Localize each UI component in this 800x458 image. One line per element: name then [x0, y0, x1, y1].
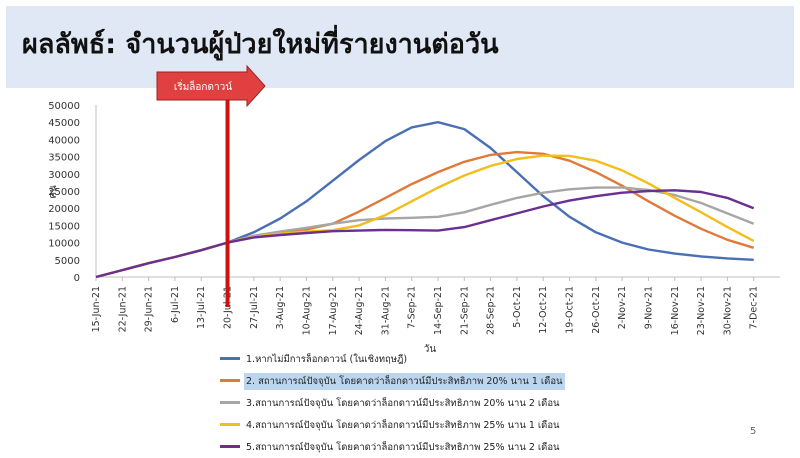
x-tick-label: 20-Jul-21 — [223, 286, 234, 329]
x-tick-label: 16-Nov-21 — [670, 286, 681, 335]
x-tick-label: 12-Oct-21 — [538, 286, 549, 334]
y-tick-label: 30000 — [48, 170, 80, 181]
x-tick-label: 15-Jun-21 — [91, 286, 102, 332]
lockdown-arrow — [156, 64, 266, 108]
y-axis-label: คน — [48, 185, 59, 199]
legend-swatch — [220, 379, 240, 382]
x-tick-label: 13-Jul-21 — [196, 286, 207, 329]
legend-label: 3.สถานการณ์ปัจจุบัน โดยคาดว่าล็อกดาวน์มี… — [246, 398, 560, 409]
series-line-1 — [95, 121, 754, 279]
legend-label: 4.สถานการณ์ปัจจุบัน โดยคาดว่าล็อกดาวน์มี… — [246, 420, 560, 431]
legend-swatch — [220, 401, 240, 404]
y-tick-label: 10000 — [48, 239, 80, 250]
legend-item-3: 3.สถานการณ์ปัจจุบัน โดยคาดว่าล็อกดาวน์มี… — [220, 392, 600, 414]
legend-item-1: 1.หากไม่มีการล็อกดาวน์ (ในเชิงทฤษฎี) — [220, 348, 600, 370]
legend-swatch — [220, 423, 240, 426]
y-tick-label: 35000 — [48, 153, 80, 164]
x-tick-label: 19-Oct-21 — [565, 286, 576, 334]
title-band — [6, 6, 794, 88]
x-tick-label: 31-Aug-21 — [380, 286, 391, 335]
x-tick-label: 3-Aug-21 — [275, 286, 286, 329]
x-tick-label: 30-Nov-21 — [722, 286, 733, 335]
series-line-2 — [95, 150, 755, 279]
x-tick-label: 27-Jul-21 — [249, 286, 260, 329]
y-tick-label: 20000 — [48, 204, 80, 215]
y-tick-label: 40000 — [48, 135, 80, 146]
x-tick-label: 21-Sep-21 — [459, 286, 470, 335]
x-axis-label: วัน — [424, 344, 437, 355]
y-tick-label: 50000 — [48, 101, 80, 112]
y-tick-label: 5000 — [55, 256, 80, 267]
x-tick-label: 2-Nov-21 — [617, 286, 628, 329]
legend-swatch — [220, 445, 240, 448]
x-tick-label: 7-Sep-21 — [407, 286, 418, 329]
legend-item-2: 2. สถานการณ์ปัจจุบัน โดยคาดว่าล็อกดาวน์ม… — [220, 370, 600, 392]
slide-title: ผลลัพธ์: จำนวนผู้ป่วยใหม่ที่รายงานต่อวัน — [22, 29, 499, 60]
x-tick-label: 22-Jun-21 — [117, 286, 128, 332]
x-tick-label: 5-Oct-21 — [512, 286, 523, 328]
series-line-5 — [95, 189, 755, 279]
page-number: 5 — [750, 426, 757, 437]
y-tick-label: 15000 — [48, 221, 80, 232]
series-line-3 — [95, 186, 755, 279]
lockdown-label: เริ่มล็อกดาวน์ — [174, 79, 232, 93]
x-tick-label: 29-Jun-21 — [144, 286, 155, 332]
x-tick-label: 17-Aug-21 — [328, 286, 339, 335]
legend-label: 2. สถานการณ์ปัจจุบัน โดยคาดว่าล็อกดาวน์ม… — [244, 373, 565, 390]
y-tick-label: 45000 — [48, 118, 80, 129]
legend-swatch — [220, 357, 240, 360]
chart-legend: 1.หากไม่มีการล็อกดาวน์ (ในเชิงทฤษฎี) 2. ส… — [220, 348, 600, 458]
x-tick-label: 6-Jul-21 — [170, 286, 181, 323]
x-tick-label: 26-Oct-21 — [591, 286, 602, 334]
x-tick-label: 14-Sep-21 — [433, 286, 444, 335]
legend-label: 5.สถานการณ์ปัจจุบัน โดยคาดว่าล็อกดาวน์มี… — [246, 442, 560, 453]
legend-label: 1.หากไม่มีการล็อกดาวน์ (ในเชิงทฤษฎี) — [246, 354, 408, 365]
x-tick-label: 10-Aug-21 — [301, 286, 312, 335]
x-tick-label: 9-Nov-21 — [643, 286, 654, 329]
legend-item-4: 4.สถานการณ์ปัจจุบัน โดยคาดว่าล็อกดาวน์มี… — [220, 414, 600, 436]
x-tick-label: 28-Sep-21 — [486, 286, 497, 335]
x-tick-label: 24-Aug-21 — [354, 286, 365, 335]
y-tick-label: 25000 — [48, 187, 80, 198]
y-tick-label: 0 — [74, 273, 80, 284]
legend-item-5: 5.สถานการณ์ปัจจุบัน โดยคาดว่าล็อกดาวน์มี… — [220, 436, 600, 458]
x-tick-label: 7-Dec-21 — [749, 286, 760, 329]
x-tick-label: 23-Nov-21 — [696, 286, 707, 335]
